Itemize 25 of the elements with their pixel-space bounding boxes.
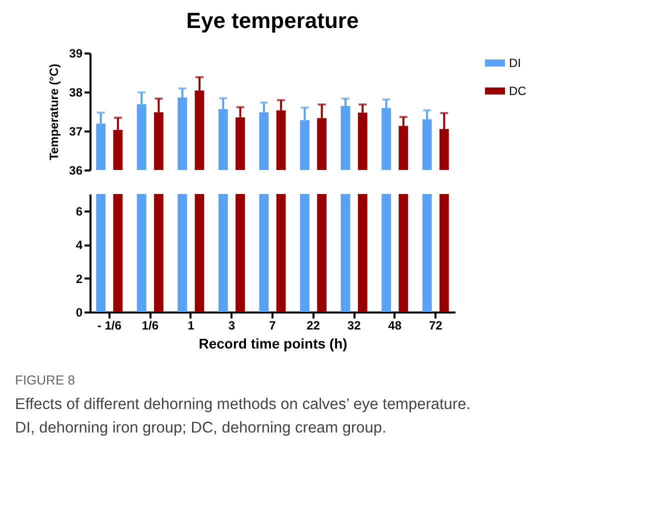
y-tick-label: 2 (76, 272, 83, 286)
x-tick-label: 1 (188, 318, 195, 332)
x-tick-label: - 1/6 (97, 318, 122, 332)
y-tick-label: 4 (76, 238, 83, 252)
x-axis-title: Record time points (h) (198, 336, 348, 352)
chart-title: Eye temperature (186, 8, 359, 33)
caption: FIGURE 8 (15, 372, 75, 388)
y-tick-label: 6 (76, 204, 83, 218)
y-tick-label: 39 (69, 46, 83, 60)
y-tick-label: 37 (69, 124, 83, 138)
text: Effects of different dehorning methods on calves’ eye temperature. (15, 396, 471, 413)
x-tick-label: 22 (306, 318, 320, 332)
x-tick-label: 7 (269, 318, 276, 332)
legend-label: DI (509, 56, 521, 70)
y-tick-label: 38 (69, 86, 83, 100)
text: DI, dehorning iron group; DC, dehorning cream group. (15, 419, 386, 436)
legend-label: DC (509, 84, 527, 98)
x-tick-label: 48 (388, 318, 402, 332)
x-tick-label: 32 (347, 318, 362, 332)
y-axis-title: Temperature (°C) (47, 64, 62, 160)
y-tick-label: 36 (69, 164, 83, 178)
x-tick-label: 72 (428, 318, 443, 332)
y-tick-label: 0 (76, 306, 83, 320)
x-tick-label: 1/6 (142, 318, 159, 332)
x-tick-label: 3 (228, 318, 236, 332)
